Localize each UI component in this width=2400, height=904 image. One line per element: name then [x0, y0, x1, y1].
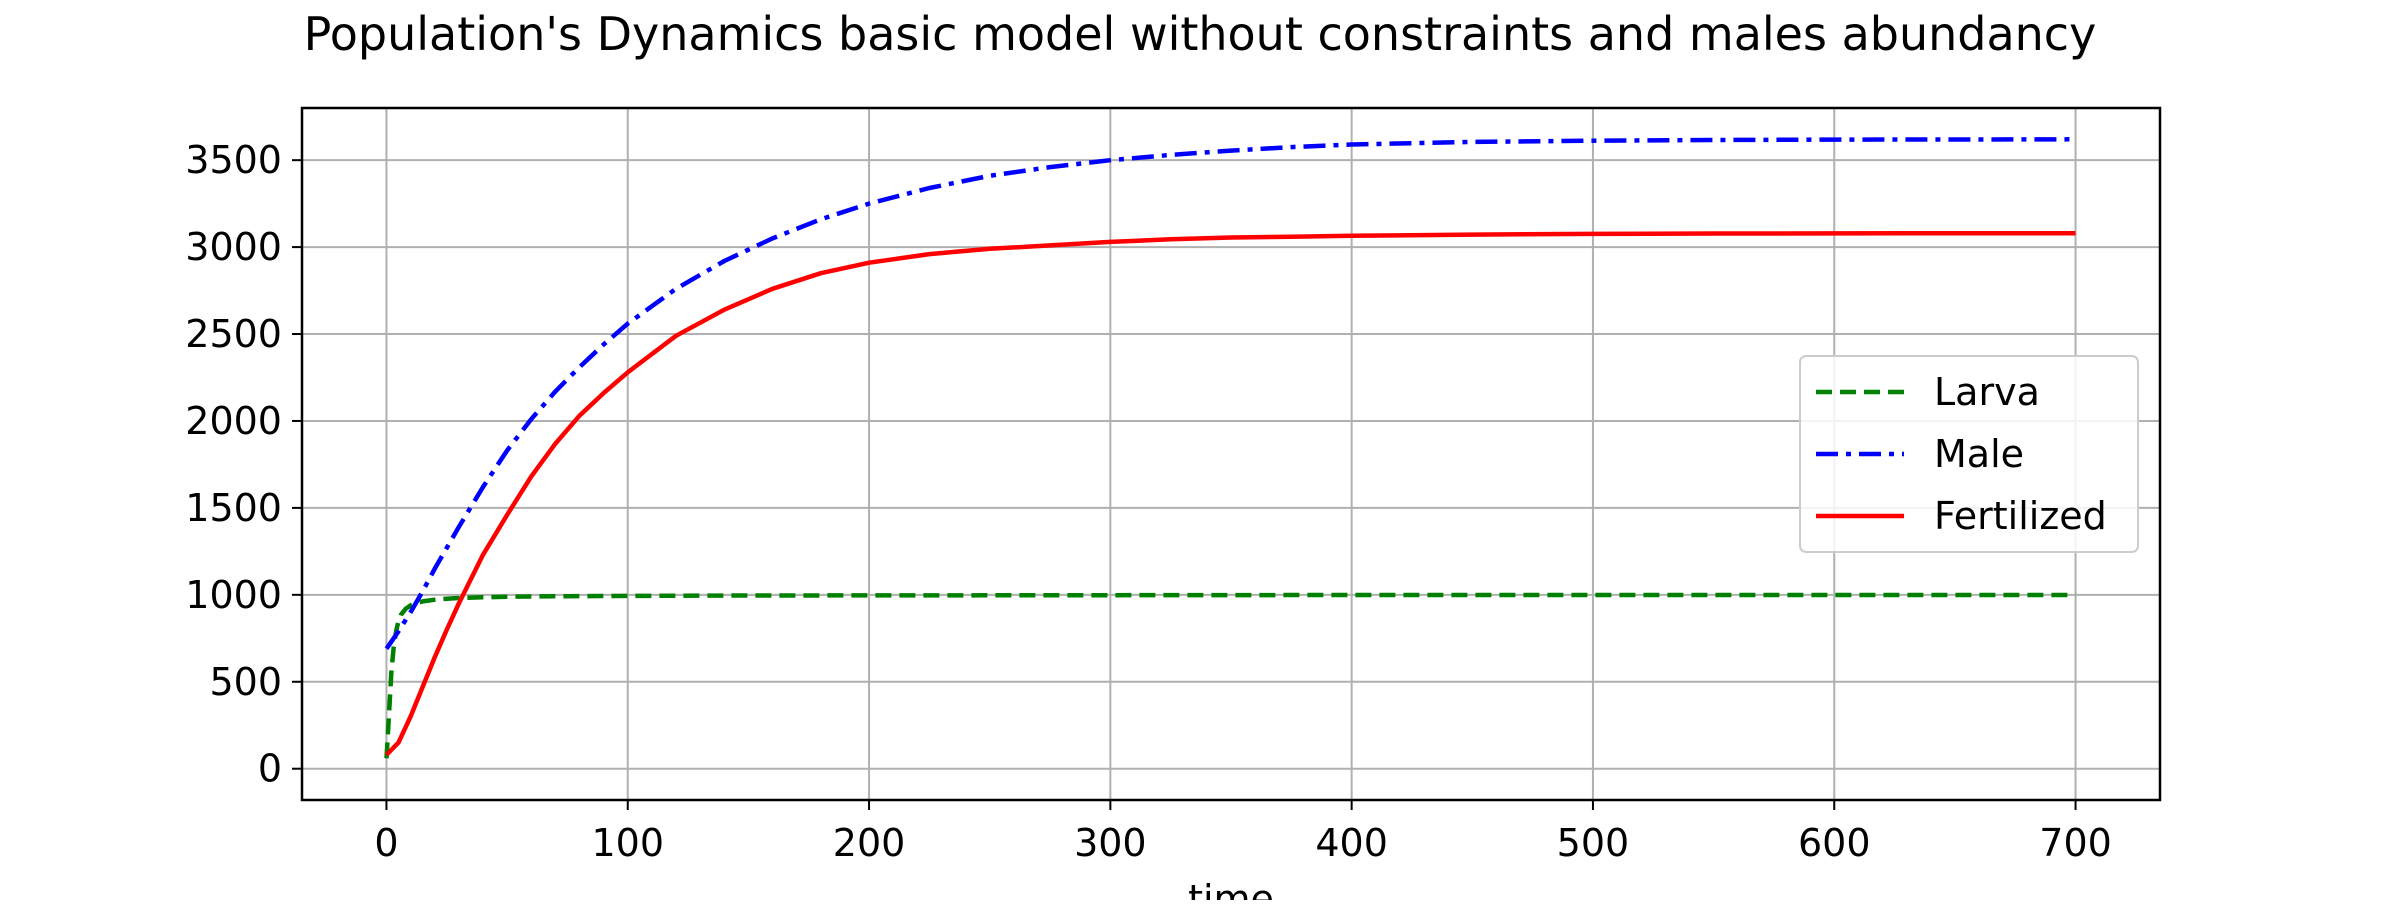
legend-label-fertilized: Fertilized [1934, 494, 2107, 538]
y-tick-label: 0 [258, 747, 282, 791]
y-tick-label: 1000 [185, 573, 282, 617]
x-tick-label: 600 [1798, 821, 1871, 865]
x-tick-label: 200 [833, 821, 906, 865]
plot-frame [300, 106, 2162, 802]
chart-title: Population's Dynamics basic model withou… [304, 7, 2097, 61]
x-tick-label: 300 [1074, 821, 1147, 865]
legend-items: Larva Male Fertilized [1816, 370, 2107, 538]
y-tick-label: 2500 [185, 312, 282, 356]
y-tick-label: 3500 [185, 138, 282, 182]
x-tick-label: 500 [1557, 821, 1630, 865]
y-tick-label: 1500 [185, 486, 282, 530]
x-tick-label: 700 [2039, 821, 2112, 865]
legend-label-larva: Larva [1934, 370, 2040, 414]
series-line-larva [384, 592, 2076, 759]
x-tick-label: 100 [591, 821, 664, 865]
x-tick-label: 400 [1315, 821, 1388, 865]
legend-label-male: Male [1934, 432, 2024, 476]
y-tick-label: 3000 [185, 225, 282, 269]
series-line-male [384, 137, 2076, 650]
series-line-fertilized [384, 230, 2076, 757]
series-layer [384, 137, 2076, 759]
x-axis-label: time [1188, 877, 1274, 900]
legend: Larva Male Fertilized [1799, 355, 2139, 553]
legend-box [1799, 355, 2139, 553]
ticks-layer: 0 100 200 300 400 500 600 700 0 500 1000 1500 2000 25… [185, 138, 2112, 865]
y-tick-label: 2000 [185, 399, 282, 443]
x-tick-label: 0 [374, 821, 398, 865]
y-tick-label: 500 [209, 660, 282, 704]
